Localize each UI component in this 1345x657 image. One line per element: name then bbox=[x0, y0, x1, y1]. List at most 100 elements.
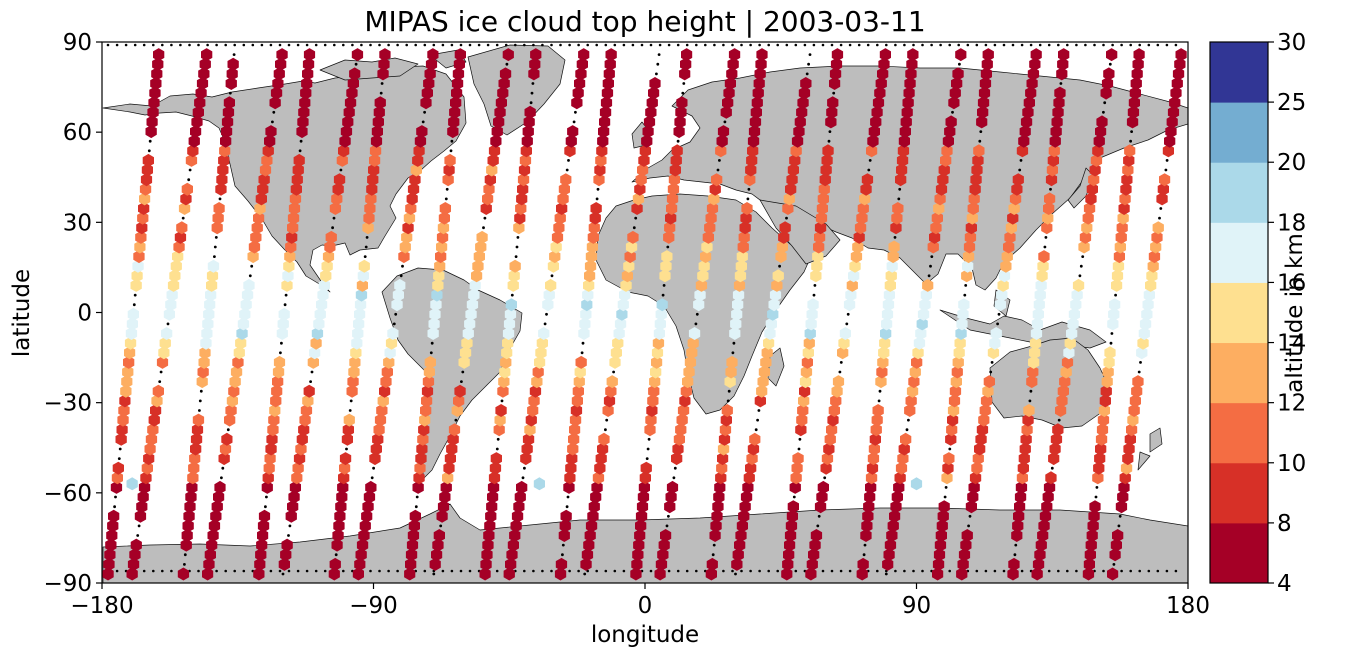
cloud-top-marker bbox=[380, 375, 392, 389]
cloud-top-marker bbox=[964, 230, 977, 244]
cloud-top-marker bbox=[1037, 529, 1049, 542]
cloud-top-marker bbox=[591, 480, 603, 494]
cloud-top-marker bbox=[321, 259, 333, 273]
cloud-top-marker bbox=[483, 529, 495, 542]
cloud-top-marker bbox=[253, 567, 265, 581]
cloud-top-marker bbox=[211, 500, 223, 514]
cloud-free-point bbox=[133, 293, 137, 297]
cloud-free-point bbox=[218, 197, 222, 201]
cloud-top-marker bbox=[919, 298, 931, 312]
polar-sample-point bbox=[857, 43, 861, 47]
cloud-top-marker bbox=[857, 557, 869, 571]
polar-sample-point bbox=[1147, 43, 1151, 47]
colorbar-segment bbox=[1210, 42, 1268, 103]
cloud-top-marker bbox=[372, 432, 384, 446]
polar-sample-point bbox=[866, 43, 870, 47]
cloud-top-marker bbox=[587, 509, 599, 523]
cloud-top-marker bbox=[790, 144, 802, 158]
cloud-top-marker bbox=[805, 567, 817, 581]
cloud-top-marker bbox=[523, 115, 535, 129]
polar-sample-point bbox=[921, 43, 924, 47]
cloud-top-marker bbox=[948, 394, 961, 408]
cloud-top-marker bbox=[642, 125, 654, 139]
cloud-top-marker bbox=[288, 202, 301, 215]
cloud-top-marker bbox=[733, 278, 746, 292]
cloud-top-marker bbox=[237, 317, 250, 331]
y-tick-label: −60 bbox=[43, 481, 92, 507]
cloud-top-marker bbox=[421, 86, 433, 100]
cloud-top-marker bbox=[502, 48, 514, 62]
cloud-free-point bbox=[927, 274, 931, 278]
cloud-top-marker bbox=[658, 538, 670, 552]
cloud-top-marker bbox=[378, 57, 390, 71]
cloud-top-marker bbox=[595, 153, 607, 167]
cloud-top-marker bbox=[944, 125, 956, 139]
cloud-top-marker bbox=[799, 375, 812, 389]
cloud-free-point bbox=[401, 264, 404, 268]
cloud-top-marker bbox=[248, 240, 261, 254]
cloud-top-marker bbox=[482, 538, 494, 552]
cloud-top-marker bbox=[435, 250, 447, 264]
cloud-top-marker bbox=[1072, 278, 1085, 292]
cloud-top-marker bbox=[451, 77, 464, 90]
cloud-top-marker bbox=[1066, 327, 1078, 340]
polar-sample-point bbox=[1020, 569, 1024, 573]
cloud-top-marker bbox=[861, 173, 874, 187]
cloud-free-point bbox=[349, 399, 353, 403]
colorbar-tick-label: 4 bbox=[1277, 571, 1292, 597]
cloud-top-marker bbox=[446, 442, 458, 456]
cloud-top-marker bbox=[754, 394, 766, 408]
cloud-top-marker bbox=[1011, 182, 1023, 196]
cloud-top-marker bbox=[303, 48, 316, 62]
cloud-top-marker bbox=[929, 230, 941, 244]
cloud-top-marker bbox=[329, 202, 341, 215]
cloud-top-marker bbox=[146, 115, 158, 129]
polar-sample-point bbox=[722, 43, 725, 47]
cloud-top-marker bbox=[486, 163, 498, 177]
polar-sample-point bbox=[622, 569, 626, 573]
cloud-top-marker bbox=[502, 327, 515, 340]
cloud-top-marker bbox=[102, 567, 114, 581]
cloud-top-marker bbox=[897, 144, 910, 158]
cloud-top-marker bbox=[111, 471, 123, 485]
cloud-top-marker bbox=[409, 509, 421, 523]
polar-sample-point bbox=[740, 569, 743, 573]
colorbar-segment bbox=[1210, 282, 1268, 344]
cloud-top-marker bbox=[686, 346, 698, 360]
cloud-top-marker bbox=[822, 144, 834, 158]
cloud-top-marker bbox=[174, 230, 187, 244]
cloud-top-marker bbox=[747, 144, 759, 158]
cloud-top-marker bbox=[987, 346, 1000, 360]
polar-sample-point bbox=[622, 43, 626, 47]
cloud-top-marker bbox=[453, 394, 465, 408]
cloud-top-marker bbox=[516, 480, 528, 494]
cloud-top-marker bbox=[587, 230, 599, 244]
cloud-top-marker bbox=[424, 67, 436, 81]
cloud-top-marker bbox=[1061, 355, 1074, 369]
cloud-top-marker bbox=[596, 144, 608, 158]
cloud-top-marker bbox=[293, 452, 306, 466]
cloud-top-marker bbox=[324, 240, 336, 254]
cloud-free-point bbox=[712, 543, 716, 547]
cloud-top-marker bbox=[560, 509, 572, 523]
cloud-top-marker bbox=[144, 442, 156, 456]
cloud-top-marker bbox=[216, 173, 228, 187]
cloud-top-marker bbox=[473, 250, 485, 264]
cloud-top-marker bbox=[462, 327, 474, 340]
cloud-top-marker bbox=[432, 538, 444, 552]
cloud-top-marker bbox=[317, 288, 329, 302]
cloud-top-marker bbox=[433, 529, 445, 542]
cloud-top-marker bbox=[421, 384, 434, 398]
cloud-top-marker bbox=[153, 48, 165, 62]
cloud-top-marker bbox=[871, 413, 883, 427]
cloud-top-marker bbox=[469, 278, 481, 292]
cloud-top-marker bbox=[935, 529, 947, 542]
cloud-top-marker bbox=[159, 336, 171, 350]
polar-sample-point bbox=[830, 569, 834, 573]
polar-sample-point bbox=[197, 569, 200, 573]
cloud-top-marker bbox=[138, 202, 150, 215]
cloud-top-marker bbox=[832, 375, 845, 389]
cloud-free-point bbox=[1130, 130, 1133, 134]
cloud-top-marker bbox=[338, 144, 350, 158]
cloud-top-marker bbox=[554, 567, 567, 581]
